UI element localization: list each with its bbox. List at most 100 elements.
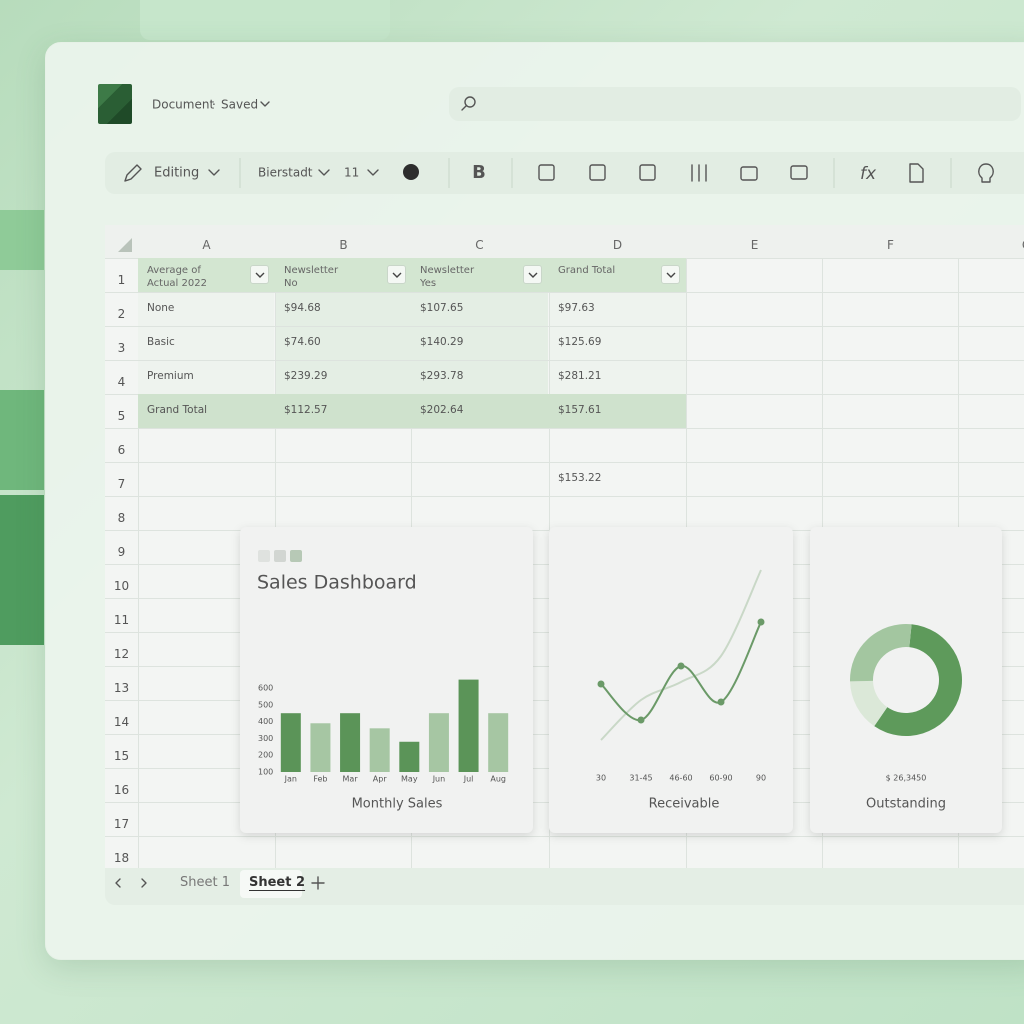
point [637,716,645,724]
row-header: 14 [113,715,130,729]
card-dot [274,550,286,562]
font-name: Bierstadt [258,166,313,180]
bar [369,728,390,772]
pivot-header-bg [138,258,686,292]
row-header: 1 [117,273,126,287]
pivot-header: Newsletter [284,265,339,276]
y-tick-label: 100 [258,768,273,777]
filter-chevron [528,272,538,278]
bg-shape [0,390,44,490]
row-header: 3 [117,341,126,355]
row-header: 15 [113,749,130,763]
pivot-cell: $125.69 [558,336,602,348]
total-label: $ 26,3450 [886,774,927,783]
edit-mode[interactable]: Editing [154,166,199,181]
y-tick-label: 200 [258,751,273,760]
document-name: Document [152,98,214,112]
separator-dot: · [212,98,216,112]
pivot-cell: $94.68 [284,302,321,314]
sheet-tab[interactable]: Sheet 2 [249,875,306,890]
x-tick-label: May [401,775,418,784]
function-button: fx [860,164,877,184]
row-header: 9 [117,545,126,559]
x-tick-label: Mar [343,775,359,784]
toolbar [105,152,1024,194]
table-icon[interactable] [538,164,555,181]
search-icon[interactable] [464,96,476,108]
row-header: 6 [117,443,126,457]
chevron-left[interactable] [115,878,121,888]
bg-shape [140,0,390,40]
x-tick-label: Jul [463,775,474,784]
separator [239,158,952,188]
x-tick-label: 31-45 [629,774,652,783]
font-size: 11 [344,166,359,180]
bar [458,679,479,772]
filter-button[interactable] [250,265,269,284]
table-icon[interactable] [589,164,606,181]
pivot-cell: $97.63 [558,302,595,314]
pivot-row-bg [276,293,548,326]
add-sheet[interactable] [311,876,325,890]
x-tick-label: 30 [596,774,606,783]
filter-button[interactable] [387,265,406,284]
search-bar[interactable] [449,87,1021,121]
font-color[interactable] [403,164,419,180]
filter-button[interactable] [661,265,680,284]
line [600,621,762,722]
grid-row-line [105,496,1024,497]
pivot-header: Average of [147,265,201,276]
pivot-row-bg [138,327,274,360]
point [677,662,685,670]
filter-chevron [392,272,402,278]
bar [488,713,509,772]
x-tick-label: 90 [756,774,766,783]
chart-card [240,527,533,833]
column-header: B [339,238,348,252]
pencil-icon[interactable] [124,164,142,182]
columns-icon[interactable] [691,164,707,182]
pivot-row-bg [276,327,548,360]
x-tick-label: 60-90 [709,774,732,783]
rows-icon[interactable] [740,166,758,181]
save-status: Saved [221,98,258,112]
grid-row-line [105,360,1024,361]
pivot-header: Newsletter [420,265,475,276]
bar [310,723,331,772]
pivot-total-bg [138,394,686,428]
row-header: 12 [113,647,130,661]
pivot-cell: Grand Total [147,404,208,416]
bg-shape [0,210,44,270]
doc-icon[interactable] [909,163,924,183]
pivot-cell: $140.29 [420,336,464,348]
sheet-tab[interactable]: Sheet 1 [180,875,230,890]
filter-chevron [255,272,265,278]
cell-value: $153.22 [558,472,602,484]
row-header: 18 [113,851,130,865]
chevron-right[interactable] [141,878,147,888]
donut-segment [850,624,912,682]
bg-shape [0,495,44,645]
dashboard-title: Sales Dashboard [257,572,417,594]
filter-button[interactable] [523,265,542,284]
row-header: 2 [117,307,126,321]
bulb-icon[interactable] [978,163,994,183]
column-header: E [750,238,759,252]
sheet-tab-active [240,870,302,898]
format-icon[interactable] [790,165,808,180]
pivot-row-bg [138,361,274,394]
line [600,569,762,741]
pivot-cell: $281.21 [558,370,602,382]
chevron [208,169,220,176]
grid-row-line [105,326,1024,327]
y-tick-label: 600 [258,684,273,693]
row-header: 7 [117,477,126,491]
row-header: 17 [113,817,130,831]
pivot-cell: None [147,302,175,314]
column-header: G [958,238,1024,252]
y-tick-label: 400 [258,717,273,726]
pivot-row-bg [138,293,274,326]
pivot-cell: $157.61 [558,404,602,416]
table-icon[interactable] [639,164,656,181]
